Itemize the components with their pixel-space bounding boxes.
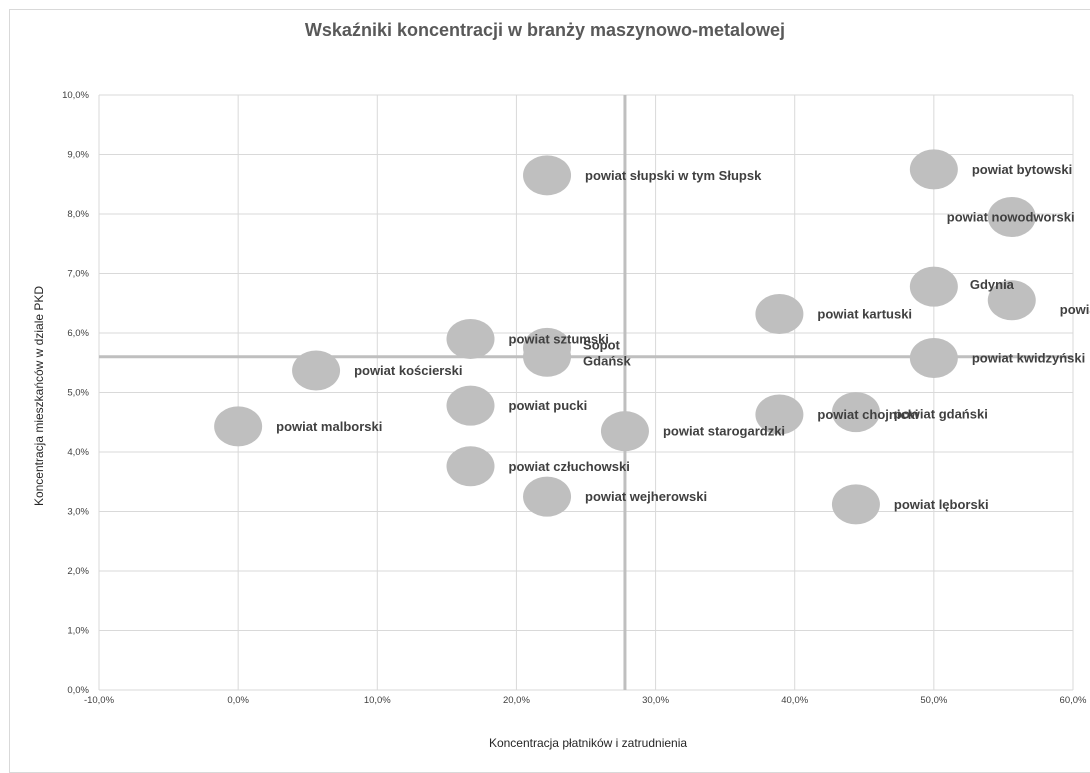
x-tick-label: -10,0% bbox=[84, 695, 115, 706]
data-point bbox=[755, 293, 804, 334]
x-tick-label: 10,0% bbox=[364, 695, 391, 706]
data-point bbox=[292, 350, 341, 391]
data-point bbox=[755, 394, 804, 435]
x-tick-label: 50,0% bbox=[920, 695, 947, 706]
data-label: Gdynia bbox=[970, 277, 1015, 292]
y-tick-label: 1,0% bbox=[67, 626, 89, 637]
data-point bbox=[831, 484, 880, 525]
data-point bbox=[909, 149, 958, 190]
data-point bbox=[600, 411, 649, 452]
data-points bbox=[214, 149, 1036, 525]
chart-title: Wskaźniki koncentracji w branży maszynow… bbox=[304, 20, 786, 40]
data-point bbox=[446, 446, 495, 487]
data-label: powiat bytowski bbox=[972, 162, 1072, 177]
data-label: powiat tczewski bbox=[1060, 302, 1090, 317]
data-label: powiat kwidzyński bbox=[972, 350, 1085, 365]
data-label: powiat chojnicki bbox=[817, 407, 918, 422]
data-label: powiat kartuski bbox=[817, 306, 912, 321]
grid bbox=[98, 94, 1074, 691]
axis-ticks: -10,0% 0,0% 10,0% 20,0% 30,0% 40,0% 50,0% 60,0%… bbox=[62, 90, 1087, 706]
y-tick-label: 5,0% bbox=[67, 388, 89, 399]
data-label: powiat słupski w tym Słupsk bbox=[585, 168, 762, 183]
data-point bbox=[987, 196, 1036, 237]
y-tick-label: 3,0% bbox=[67, 507, 89, 518]
data-point bbox=[909, 337, 958, 378]
data-label: powiat gdański bbox=[894, 407, 988, 422]
data-label: powiat lęborski bbox=[894, 497, 989, 512]
y-tick-label: 9,0% bbox=[67, 150, 89, 161]
data-label: Sopot bbox=[583, 337, 620, 352]
data-label: Gdańsk bbox=[583, 353, 631, 368]
data-point bbox=[909, 266, 958, 307]
x-tick-label: 20,0% bbox=[503, 695, 530, 706]
x-tick-label: 30,0% bbox=[642, 695, 669, 706]
y-tick-label: 2,0% bbox=[67, 566, 89, 577]
x-tick-label: 40,0% bbox=[781, 695, 808, 706]
y-tick-label: 6,0% bbox=[67, 328, 89, 339]
data-point bbox=[446, 385, 495, 426]
data-point bbox=[523, 476, 572, 517]
data-label: powiat wejherowski bbox=[585, 489, 707, 504]
data-label: powiat sztumski bbox=[509, 331, 609, 346]
data-label: powiat malborski bbox=[276, 419, 382, 434]
data-label: powiat człuchowski bbox=[509, 459, 630, 474]
y-tick-label: 0,0% bbox=[67, 685, 89, 696]
y-tick-label: 4,0% bbox=[67, 447, 89, 458]
x-tick-label: 0,0% bbox=[227, 695, 249, 706]
data-label: powiat starogardzki bbox=[663, 424, 785, 439]
data-point bbox=[214, 406, 263, 447]
x-axis-label: Koncentracja płatników i zatrudnienia bbox=[488, 736, 688, 750]
data-point bbox=[831, 392, 880, 433]
x-tick-label: 60,0% bbox=[1060, 695, 1087, 706]
data-point bbox=[987, 280, 1036, 321]
y-tick-label: 7,0% bbox=[67, 269, 89, 280]
data-label: powiat nowodworski bbox=[947, 209, 1075, 224]
y-tick-label: 8,0% bbox=[67, 209, 89, 220]
data-point bbox=[446, 318, 495, 359]
data-point bbox=[523, 155, 572, 196]
point-labels: powiat słupski w tym Słupsk powiat bytows… bbox=[276, 162, 1090, 512]
data-point bbox=[523, 336, 572, 377]
data-label: powiat kościerski bbox=[354, 363, 462, 378]
y-tick-label: 10,0% bbox=[62, 90, 89, 101]
data-label: powiat pucki bbox=[509, 398, 588, 413]
